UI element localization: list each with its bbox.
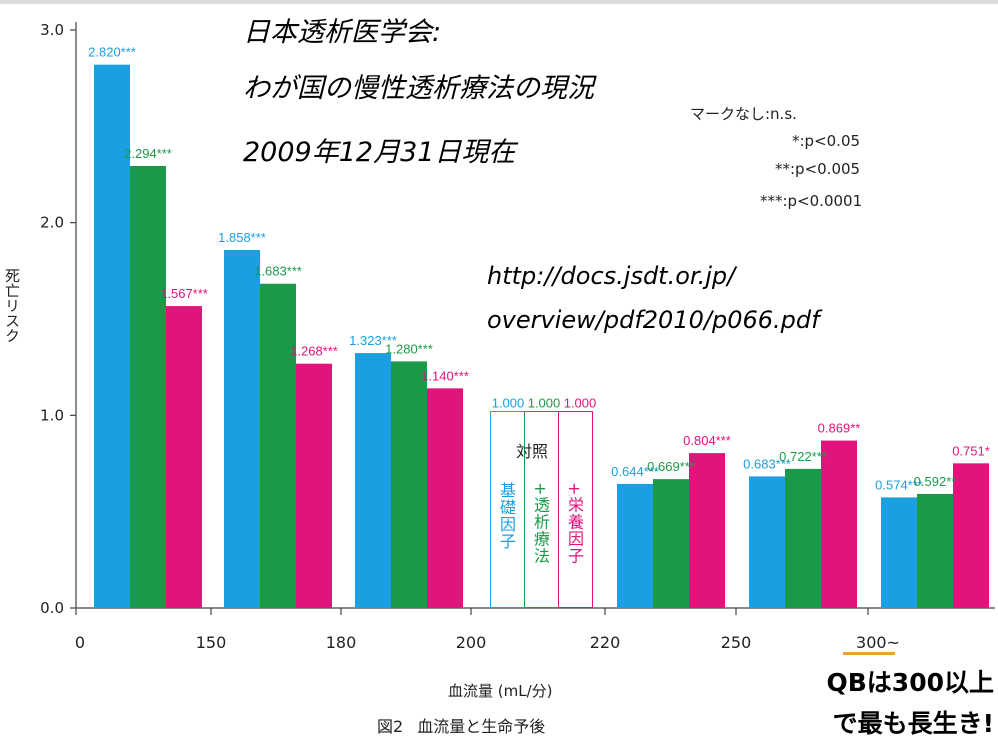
source-url-line-2: overview/pdf2010/p066.pdf <box>487 306 820 334</box>
data-label-nutrition-250-300: 0.869** <box>818 421 861 436</box>
title-line-1: 日本透析医学会: <box>243 17 442 48</box>
bar-dialysis-250-300 <box>785 468 821 608</box>
data-label-nutrition-200-220: 1.000 <box>564 395 597 410</box>
bar-dialysis-180-200 <box>391 361 427 608</box>
bar-dialysis-150-180 <box>260 283 296 608</box>
data-label-base-250-300: 0.683*** <box>743 456 791 471</box>
y-tick-label: 1.0 <box>40 406 64 424</box>
data-label-base-150-180: 1.858*** <box>218 230 266 245</box>
y-tick-label: 3.0 <box>40 21 64 39</box>
y-tick-label: 0.0 <box>40 599 64 617</box>
bar-dialysis-220-250 <box>653 479 689 608</box>
y-tick-label: 2.0 <box>40 214 64 232</box>
data-label-nutrition-150-180: 1.268*** <box>290 344 338 359</box>
data-label-base-0-150: 2.820*** <box>88 45 136 60</box>
bar-nutrition-250-300 <box>821 440 857 608</box>
legend-p0005: **:p<0.005 <box>775 160 861 178</box>
reference-box-nutrition <box>558 411 593 608</box>
bar-nutrition-0-150 <box>166 306 202 608</box>
legend-p00001: ***:p<0.0001 <box>760 192 863 210</box>
data-label-nutrition-300~: 0.751* <box>952 443 990 458</box>
bar-base-220-250 <box>617 483 653 608</box>
bar-nutrition-300~ <box>953 463 989 608</box>
note-line-2: で最も長生き! <box>832 709 994 738</box>
highlight-underline <box>843 652 895 655</box>
data-label-nutrition-180-200: 1.140*** <box>421 368 469 383</box>
bar-nutrition-220-250 <box>689 453 725 608</box>
data-label-dialysis-300~: 0.592** <box>914 474 957 489</box>
legend-p005: *:p<0.05 <box>792 132 861 150</box>
bar-base-0-150 <box>94 64 130 609</box>
reference-label-base: 基礎因子 <box>497 482 516 550</box>
x-tick-label: 180 <box>326 633 357 652</box>
figure-caption-text: 血流量と生命予後 <box>417 717 546 736</box>
figure-number: 図2 <box>377 717 404 736</box>
reference-label-dialysis: +透析療法 <box>531 482 550 565</box>
top-border <box>0 0 998 4</box>
reference-header: 対照 <box>516 442 549 461</box>
x-tick-label: 220 <box>590 633 621 652</box>
data-label-base-180-200: 1.323*** <box>349 333 397 348</box>
data-label-dialysis-150-180: 1.683*** <box>254 264 302 279</box>
bar-nutrition-150-180 <box>296 363 332 608</box>
data-label-dialysis-200-220: 1.000 <box>528 395 561 410</box>
bar-base-250-300 <box>749 476 785 608</box>
bar-base-150-180 <box>224 250 260 608</box>
chart-data-labels: 2.820*** 2.294*** 1.567*** 1.858*** 1.683***… <box>88 45 990 493</box>
x-tick-label: 300~ <box>856 633 900 652</box>
y-axis-title: 死亡リスク <box>3 268 21 343</box>
title-line-2: わが国の慢性透析療法の現況 <box>243 73 594 104</box>
data-label-base-300~: 0.574*** <box>875 477 923 492</box>
data-label-nutrition-220-250: 0.804*** <box>683 433 731 448</box>
data-label-base-200-220: 1.000 <box>492 395 525 410</box>
data-label-base-220-250: 0.644*** <box>611 464 659 479</box>
bar-dialysis-300~ <box>917 493 953 608</box>
chart-bars <box>94 64 989 609</box>
data-label-dialysis-220-250: 0.669*** <box>647 459 695 474</box>
bar-dialysis-0-150 <box>130 166 166 609</box>
data-label-nutrition-0-150: 1.567*** <box>160 286 208 301</box>
x-tick-label: 0 <box>75 633 85 652</box>
x-tick-label: 250 <box>721 633 752 652</box>
bar-base-300~ <box>881 497 917 608</box>
data-label-dialysis-0-150: 2.294*** <box>124 146 172 161</box>
reference-label-nutrition: +栄養因子 <box>565 482 584 565</box>
data-label-dialysis-180-200: 1.280*** <box>385 341 433 356</box>
legend-ns: マークなし:n.s. <box>690 105 797 123</box>
x-tick-label: 200 <box>456 633 487 652</box>
bar-base-180-200 <box>355 353 391 608</box>
note-line-1: QBは300以上 <box>826 668 995 697</box>
source-url-line-1: http://docs.jsdt.or.jp/ <box>487 262 736 290</box>
title-line-3: 2009年12月31日現在 <box>243 137 516 168</box>
x-tick-label: 150 <box>196 633 227 652</box>
figure-caption: 図2 血流量と生命予後 <box>377 713 545 737</box>
x-axis-title: 血流量 (mL/分) <box>448 682 553 700</box>
data-label-dialysis-250-300: 0.722*** <box>779 449 827 464</box>
bar-nutrition-180-200 <box>427 388 463 608</box>
